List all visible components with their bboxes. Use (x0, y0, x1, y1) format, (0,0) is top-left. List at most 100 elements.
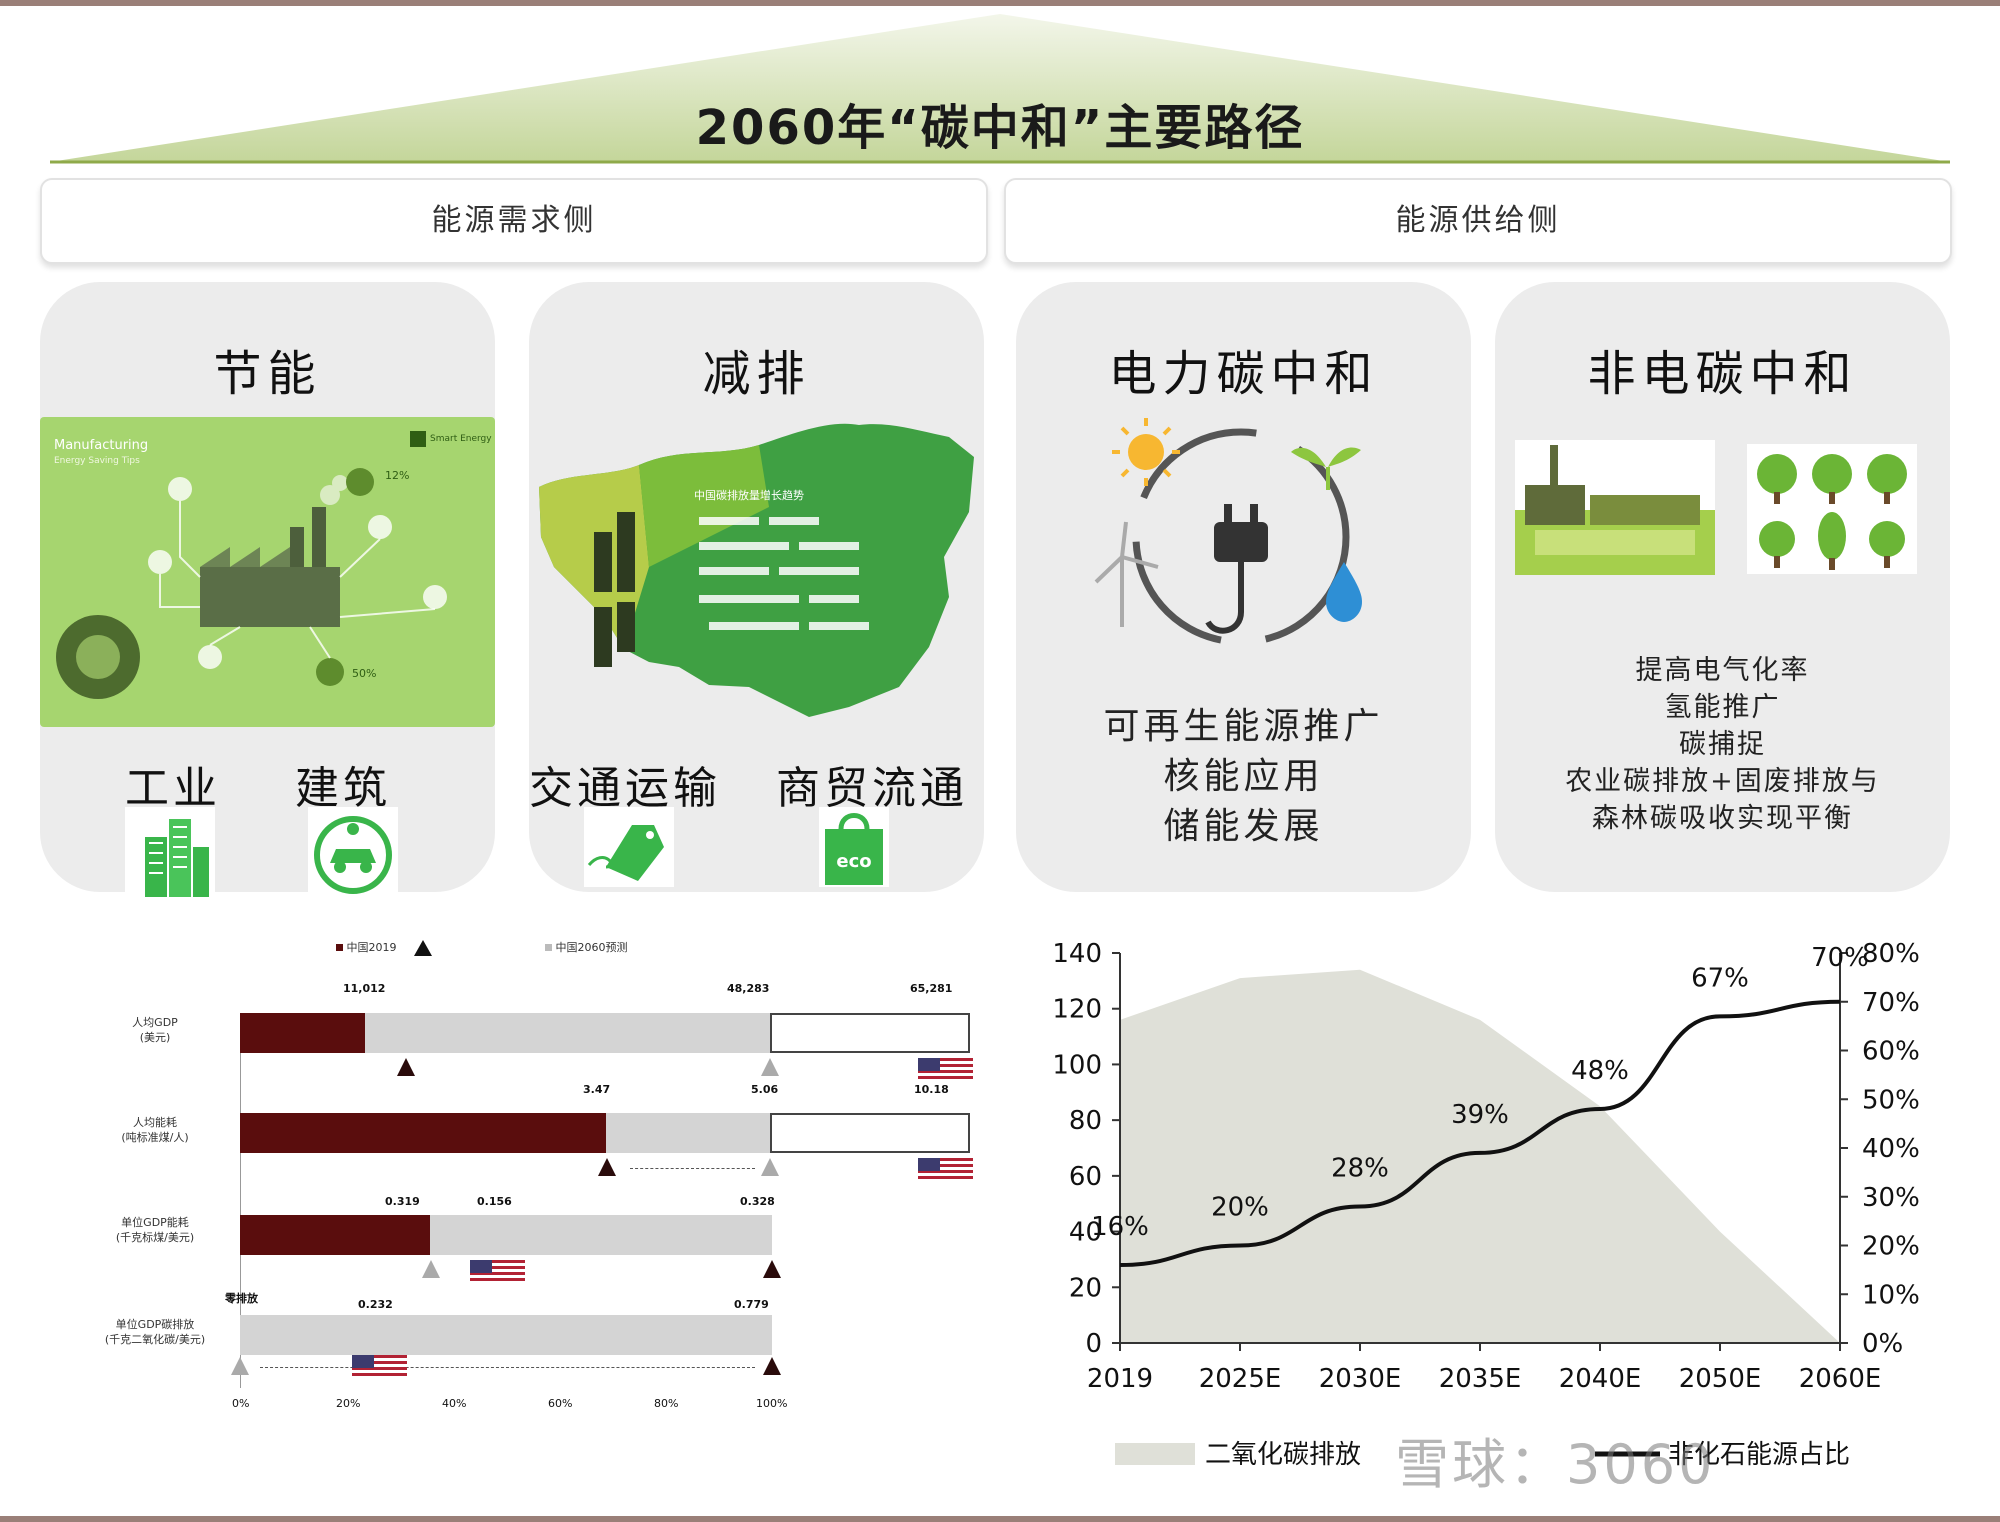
triangle-marker-icon (231, 1357, 249, 1375)
svg-text:中国碳排放量增长趋势: 中国碳排放量增长趋势 (694, 488, 804, 502)
emission-area (1120, 969, 1840, 1343)
panel-title-saving: 节能 (213, 346, 322, 402)
buildings-icon (125, 807, 215, 897)
top-border (0, 0, 2000, 6)
data-label: 48% (1571, 1056, 1629, 1086)
svg-text:50%: 50% (352, 667, 376, 680)
roof-banner (50, 14, 1950, 164)
value-label: 0.779 (734, 1298, 769, 1311)
watermark: 雪球：3060 (1395, 1433, 1716, 1496)
y-left-tick: 100 (1052, 1050, 1102, 1080)
x-tick-label: 2060E (1799, 1364, 1882, 1394)
triangle-marker-icon (598, 1158, 616, 1176)
data-label: 39% (1451, 1100, 1509, 1130)
value-label: 0.232 (358, 1298, 393, 1311)
y-right-tick: 20% (1862, 1232, 1920, 1262)
y-right-tick: 40% (1862, 1134, 1920, 1164)
bar-usa (770, 1013, 970, 1053)
arrow-line (260, 1367, 755, 1369)
nonfossil-share-line (1119, 999, 1841, 1267)
label-building: 建筑 (295, 763, 391, 814)
svg-text:Manufacturing: Manufacturing (54, 438, 148, 453)
y-left-tick: 60 (1069, 1162, 1102, 1192)
measure-line: 可再生能源推广 (1103, 706, 1384, 747)
row-label: 单位GDP碳排放 (千克二氧化碳/美元) (104, 1318, 206, 1346)
value-label: 5.06 (751, 1083, 779, 1096)
us-flag-icon (352, 1355, 407, 1379)
measure-line: 农业碳排放+固废排放与 (1565, 766, 1880, 797)
panel-energy-saving: 节能 Manufacturing Energy Saving Tips Smar… (40, 282, 495, 897)
measure-line: 提高电气化率 (1635, 655, 1810, 686)
legend-label: 非化石能源占比 (1668, 1440, 1850, 1470)
us-flag-icon (918, 1158, 973, 1182)
eco-bag-icon: eco (819, 807, 889, 887)
page-title: 2060年“碳中和”主要路径 (695, 100, 1305, 156)
y-left-tick: 40 (1069, 1218, 1102, 1248)
triangle-marker-icon (397, 1058, 415, 1076)
value-label: 10.18 (914, 1083, 949, 1096)
x-tick-label: 2030E (1319, 1364, 1402, 1394)
value-label: 零排放 (225, 1292, 258, 1305)
svg-text:Energy Saving Tips: Energy Saving Tips (54, 456, 140, 466)
bar-china-2019 (240, 1215, 430, 1255)
eco-car-icon (308, 807, 398, 897)
y-right-tick: 50% (1862, 1085, 1920, 1115)
value-label: 0.328 (740, 1195, 775, 1208)
manufacturing-infographic-image: Manufacturing Energy Saving Tips Smart E… (40, 417, 495, 727)
y-left-tick: 0 (1085, 1329, 1102, 1359)
y-right-tick: 80% (1862, 939, 1920, 969)
x-tick: 80% (654, 1397, 679, 1410)
us-flag-icon (470, 1260, 525, 1284)
legend-china-2060: 中国2060预测 (545, 939, 628, 955)
label-commerce: 商贸流通 (776, 763, 968, 814)
sun-icon (1112, 418, 1180, 486)
us-flag-icon (918, 1058, 973, 1082)
comparison-bar-chart: 中国2019 中国2060预测 人均GDP (美元) 11,012 48,283 … (40, 925, 1000, 1425)
demand-side-label: 能源需求侧 (40, 178, 988, 264)
y-left-tick: 80 (1069, 1106, 1102, 1136)
y-right-tick: 30% (1862, 1183, 1920, 1213)
bar-china-2060 (240, 1315, 772, 1355)
legend-label: 二氧化碳排放 (1205, 1440, 1361, 1470)
measure-line: 森林碳吸收实现平衡 (1592, 803, 1853, 834)
x-tick: 100% (756, 1397, 788, 1410)
value-label: 0.319 (385, 1195, 420, 1208)
eco-tag-icon (584, 807, 674, 887)
value-label: 11,012 (343, 982, 386, 995)
value-label: 65,281 (910, 982, 953, 995)
x-tick-label: 2040E (1559, 1364, 1642, 1394)
triangle-marker-icon (763, 1357, 781, 1375)
wind-turbine-icon (1094, 521, 1159, 627)
x-tick: 60% (548, 1397, 573, 1410)
data-label: 16% (1091, 1212, 1149, 1242)
china-map-image: 中国碳排放量增长趋势 (529, 417, 984, 727)
x-tick-label: 2019 (1087, 1364, 1153, 1394)
legend-china-2019: 中国2019 (336, 939, 432, 956)
bar-china-2060 (606, 1113, 770, 1153)
data-label: 70% (1811, 943, 1869, 973)
svg-text:12%: 12% (385, 469, 409, 482)
row-label: 人均能耗 (吨标准煤/人) (121, 1116, 189, 1144)
y-right-tick: 60% (1862, 1037, 1920, 1067)
label-industry: 工业 (125, 763, 221, 814)
row-label: 单位GDP能耗 (千克标煤/美元) (115, 1216, 195, 1244)
panel-power-carbon-neutral: 电力碳中和 可再生能源推广 核 (1016, 282, 1471, 892)
measure-line: 核能应用 (1163, 756, 1324, 797)
trees-icon (1747, 444, 1917, 574)
triangle-marker-icon (761, 1058, 779, 1076)
svg-text:eco: eco (836, 851, 871, 872)
y-right-tick: 0% (1862, 1329, 1903, 1359)
data-label: 20% (1211, 1193, 1269, 1223)
legend-swatch-area (1115, 1443, 1195, 1465)
x-tick-label: 2050E (1679, 1364, 1762, 1394)
x-tick-label: 2025E (1199, 1364, 1282, 1394)
y-left-tick: 20 (1069, 1273, 1102, 1303)
measure-line: 氢能推广 (1664, 692, 1781, 723)
y-right-tick: 70% (1862, 988, 1920, 1018)
y-left-tick: 120 (1052, 995, 1102, 1025)
label-transport: 交通运输 (529, 763, 721, 814)
panel-title-power: 电力碳中和 (1108, 346, 1379, 402)
bar-china-2060 (365, 1013, 770, 1053)
y-left-tick: 140 (1052, 939, 1102, 969)
bar-china-2019 (240, 1113, 606, 1153)
